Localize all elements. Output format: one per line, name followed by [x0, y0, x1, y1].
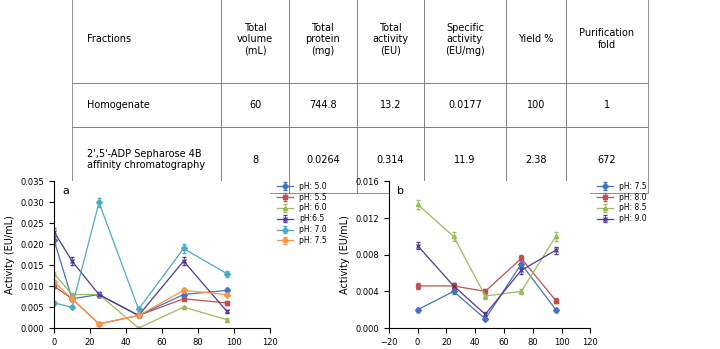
Y-axis label: Activity (EU/mL): Activity (EU/mL): [340, 215, 350, 294]
Text: b: b: [397, 186, 404, 196]
Legend: pH: 7.5, pH: 8.0, pH: 8.5, pH: 9.0: pH: 7.5, pH: 8.0, pH: 8.5, pH: 9.0: [595, 179, 649, 227]
Text: a: a: [63, 186, 70, 196]
Legend: pH: 5.0, pH: 5.5, pH: 6.0, pH:6.5, pH: 7.0, pH: 7.5: pH: 5.0, pH: 5.5, pH: 6.0, pH:6.5, pH: 7…: [274, 179, 330, 248]
Y-axis label: Activity (EU/mL): Activity (EU/mL): [5, 215, 15, 294]
